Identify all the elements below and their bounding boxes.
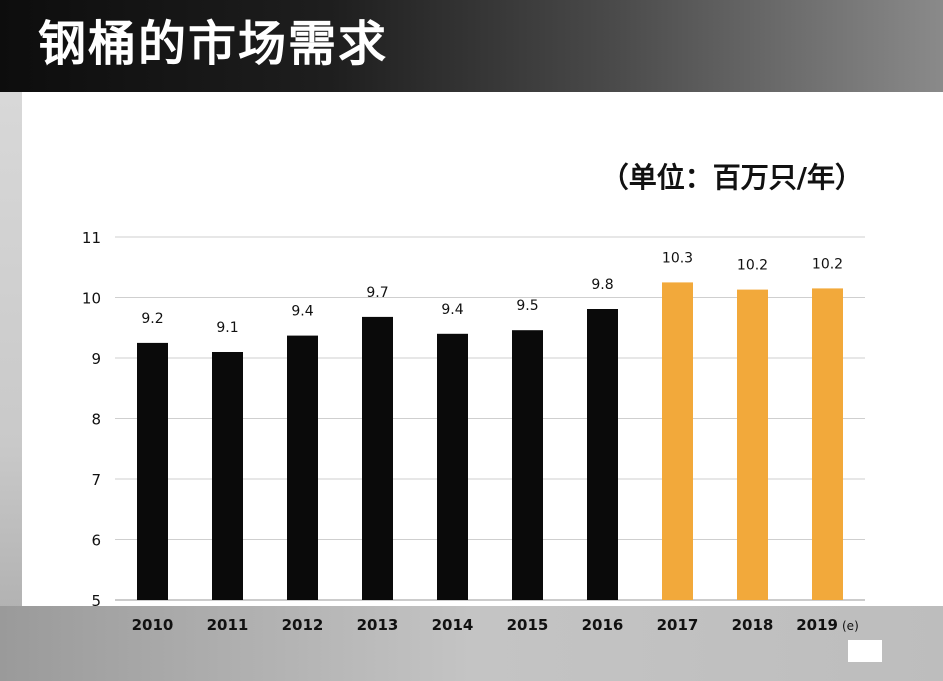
y-tick-label: 6	[91, 532, 101, 550]
x-tick-year: 2016	[582, 616, 624, 634]
y-tick-label: 11	[82, 229, 101, 247]
x-tick-label: 2010	[132, 616, 174, 634]
value-label: 10.2	[737, 258, 768, 274]
x-tick-year: 2014	[432, 616, 474, 634]
bar-2010	[137, 342, 168, 600]
page-title: 钢桶的市场需求	[38, 16, 389, 72]
bar-2012	[287, 335, 318, 600]
bar-2014	[437, 333, 468, 600]
bar-2017	[662, 282, 693, 600]
y-axis: 5 6 7 8 9 10 11	[82, 229, 101, 610]
x-tick-year: 2013	[357, 616, 399, 634]
value-label: 9.5	[516, 298, 538, 314]
x-tick-label: 2017	[657, 616, 699, 634]
value-label: 9.7	[366, 285, 388, 301]
bar-2018	[737, 289, 768, 600]
bars	[137, 282, 843, 600]
bar-2015	[512, 330, 543, 600]
value-label: 9.8	[591, 277, 613, 293]
bottom-band	[0, 606, 943, 681]
x-tick-suffix: (e)	[842, 619, 859, 633]
y-tick-label: 8	[91, 411, 101, 429]
y-tick-label: 9	[91, 350, 101, 368]
side-strip	[0, 92, 22, 681]
x-tick-year: 2019	[796, 616, 838, 634]
x-tick-year: 2011	[207, 616, 249, 634]
value-label: 9.2	[141, 311, 163, 327]
x-tick-label: 2015	[507, 616, 549, 634]
y-tick-label: 7	[91, 471, 101, 489]
bar-2019	[812, 288, 843, 600]
x-tick-label: 2016	[582, 616, 624, 634]
value-label: 9.4	[441, 302, 463, 318]
value-label: 10.3	[662, 250, 693, 266]
x-tick-label: 2014	[432, 616, 474, 634]
value-label: 9.4	[291, 304, 313, 320]
y-tick-label: 10	[82, 290, 101, 308]
value-label: 9.1	[216, 320, 238, 336]
y-tick-label: 5	[91, 592, 101, 610]
bar-2013	[362, 316, 393, 600]
x-tick-year: 2017	[657, 616, 699, 634]
bottom-square	[848, 640, 882, 662]
x-tick-year: 2012	[282, 616, 324, 634]
x-axis: 2010 2011 2012 2013 2014 2015 2016 2017 2018 2019…	[132, 616, 859, 634]
value-label: 10.2	[812, 256, 843, 272]
x-tick-year: 2015	[507, 616, 549, 634]
unit-label: （单位：百万只/年）	[600, 161, 863, 194]
bar-2016	[587, 309, 618, 600]
x-tick-label: 2018	[732, 616, 774, 634]
x-tick-year: 2010	[132, 616, 174, 634]
value-labels: 9.2 9.1 9.4 9.7 9.4 9.5 9.8 10.3 10.2 10.2	[141, 250, 843, 336]
x-tick-label: 2019 (e)	[796, 616, 859, 634]
x-tick-year: 2018	[732, 616, 774, 634]
title-band: 钢桶的市场需求	[0, 0, 943, 92]
bar-2011	[212, 352, 243, 600]
x-tick-label: 2013	[357, 616, 399, 634]
x-tick-label: 2011	[207, 616, 249, 634]
x-tick-label: 2012	[282, 616, 324, 634]
